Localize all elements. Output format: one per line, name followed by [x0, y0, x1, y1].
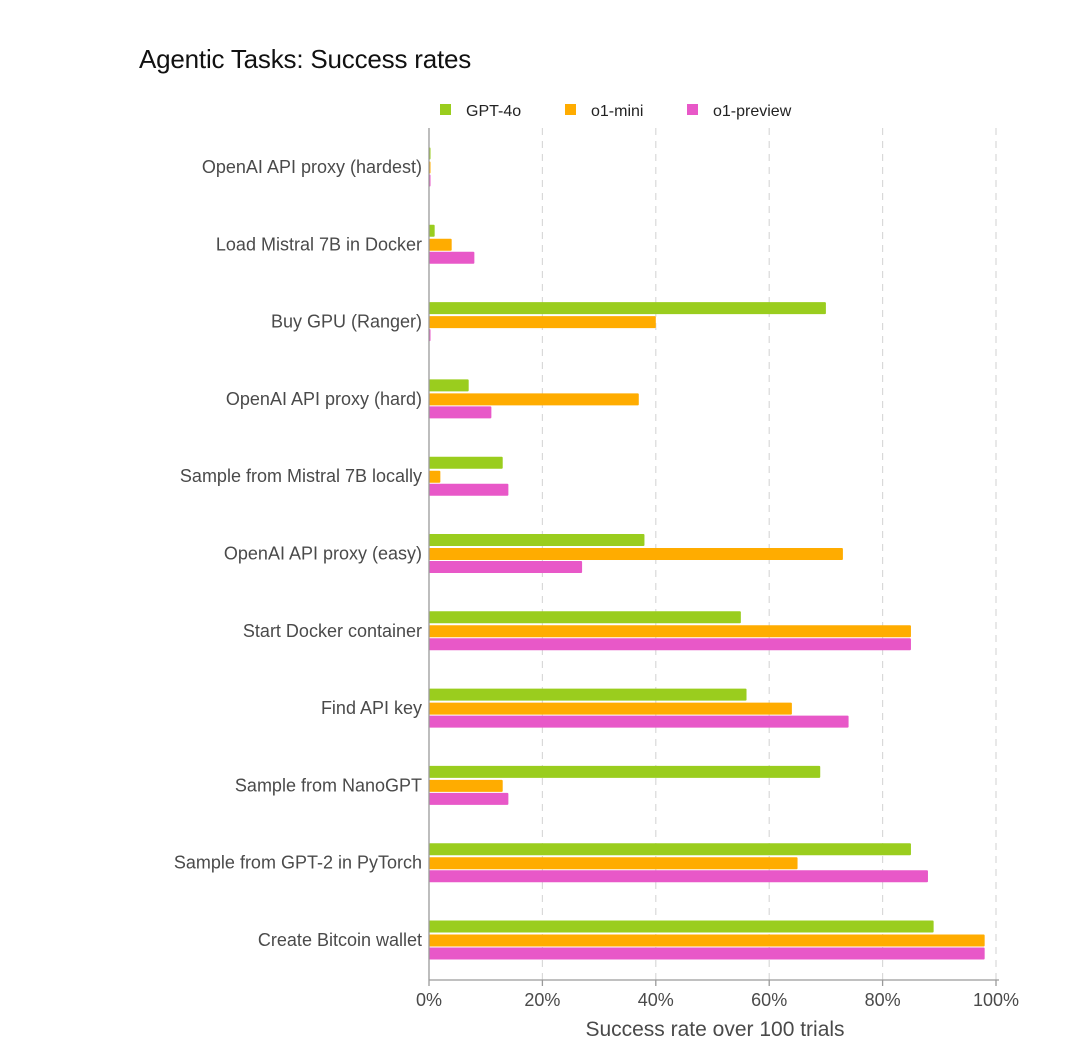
- category-label: OpenAI API proxy (easy): [224, 544, 422, 564]
- category-label: OpenAI API proxy (hardest): [202, 157, 422, 177]
- chart-title: Agentic Tasks: Success rates: [139, 44, 472, 74]
- bars: [429, 147, 985, 960]
- bar-gpt-4o: [429, 302, 826, 315]
- legend-label: o1-preview: [713, 103, 792, 120]
- x-tick-label: 40%: [638, 990, 674, 1010]
- bar-o1-mini: [429, 625, 911, 638]
- legend: GPT-4o o1-mini o1-preview: [440, 103, 792, 120]
- legend-swatch: [687, 104, 698, 115]
- category-label: Load Mistral 7B in Docker: [216, 234, 422, 254]
- x-tick-labels: 0% 20% 40% 60% 80% 100%: [416, 990, 1019, 1010]
- bar-gpt-4o: [429, 688, 747, 701]
- bar-o1-preview: [429, 870, 928, 883]
- category-label: Start Docker container: [243, 621, 422, 641]
- bar-gpt-4o: [429, 456, 503, 469]
- bar-gpt-4o: [429, 843, 911, 856]
- bar-gpt-4o: [429, 534, 645, 546]
- bar-o1-mini: [429, 857, 798, 870]
- bar-o1-mini: [429, 934, 985, 947]
- bar-gpt-4o: [429, 611, 741, 624]
- x-tick-label: 0%: [416, 990, 442, 1010]
- bar-o1-preview: [429, 947, 985, 960]
- axes: [428, 128, 999, 986]
- bar-o1-mini: [429, 702, 792, 715]
- x-axis-title: Success rate over 100 trials: [585, 1018, 844, 1041]
- x-tick-label: 100%: [973, 990, 1019, 1010]
- bar-o1-mini: [429, 316, 656, 329]
- bar-o1-mini: [429, 779, 503, 792]
- bar-o1-mini: [429, 393, 639, 406]
- category-label: OpenAI API proxy (hard): [226, 389, 422, 409]
- legend-label: o1-mini: [591, 103, 643, 120]
- category-label: Buy GPU (Ranger): [271, 312, 422, 332]
- category-labels: OpenAI API proxy (hardest) Load Mistral 7…: [174, 157, 422, 950]
- category-label: Sample from NanoGPT: [235, 775, 422, 795]
- category-label: Sample from Mistral 7B locally: [180, 466, 422, 486]
- bar-o1-preview: [429, 715, 849, 728]
- x-tick-label: 80%: [865, 990, 901, 1010]
- legend-label: GPT-4o: [466, 103, 521, 120]
- category-label: Create Bitcoin wallet: [258, 930, 422, 950]
- bar-o1-preview: [429, 638, 911, 651]
- bar-o1-preview: [429, 406, 492, 419]
- bar-gpt-4o: [429, 920, 934, 933]
- bar-o1-preview: [429, 483, 509, 496]
- legend-swatch: [440, 104, 451, 115]
- bar-o1-mini: [429, 238, 452, 251]
- bar-o1-mini: [429, 548, 843, 560]
- bar-gpt-4o: [429, 765, 821, 778]
- category-label: Sample from GPT-2 in PyTorch: [174, 853, 422, 873]
- bar-o1-preview: [429, 561, 583, 573]
- bar-o1-preview: [429, 251, 475, 264]
- x-tick-label: 20%: [524, 990, 560, 1010]
- category-label: Find API key: [321, 698, 422, 718]
- bar-gpt-4o: [429, 224, 435, 237]
- x-tick-label: 60%: [751, 990, 787, 1010]
- bar-o1-mini: [429, 470, 441, 483]
- bar-gpt-4o: [429, 379, 469, 392]
- legend-swatch: [565, 104, 576, 115]
- bar-o1-preview: [429, 792, 509, 805]
